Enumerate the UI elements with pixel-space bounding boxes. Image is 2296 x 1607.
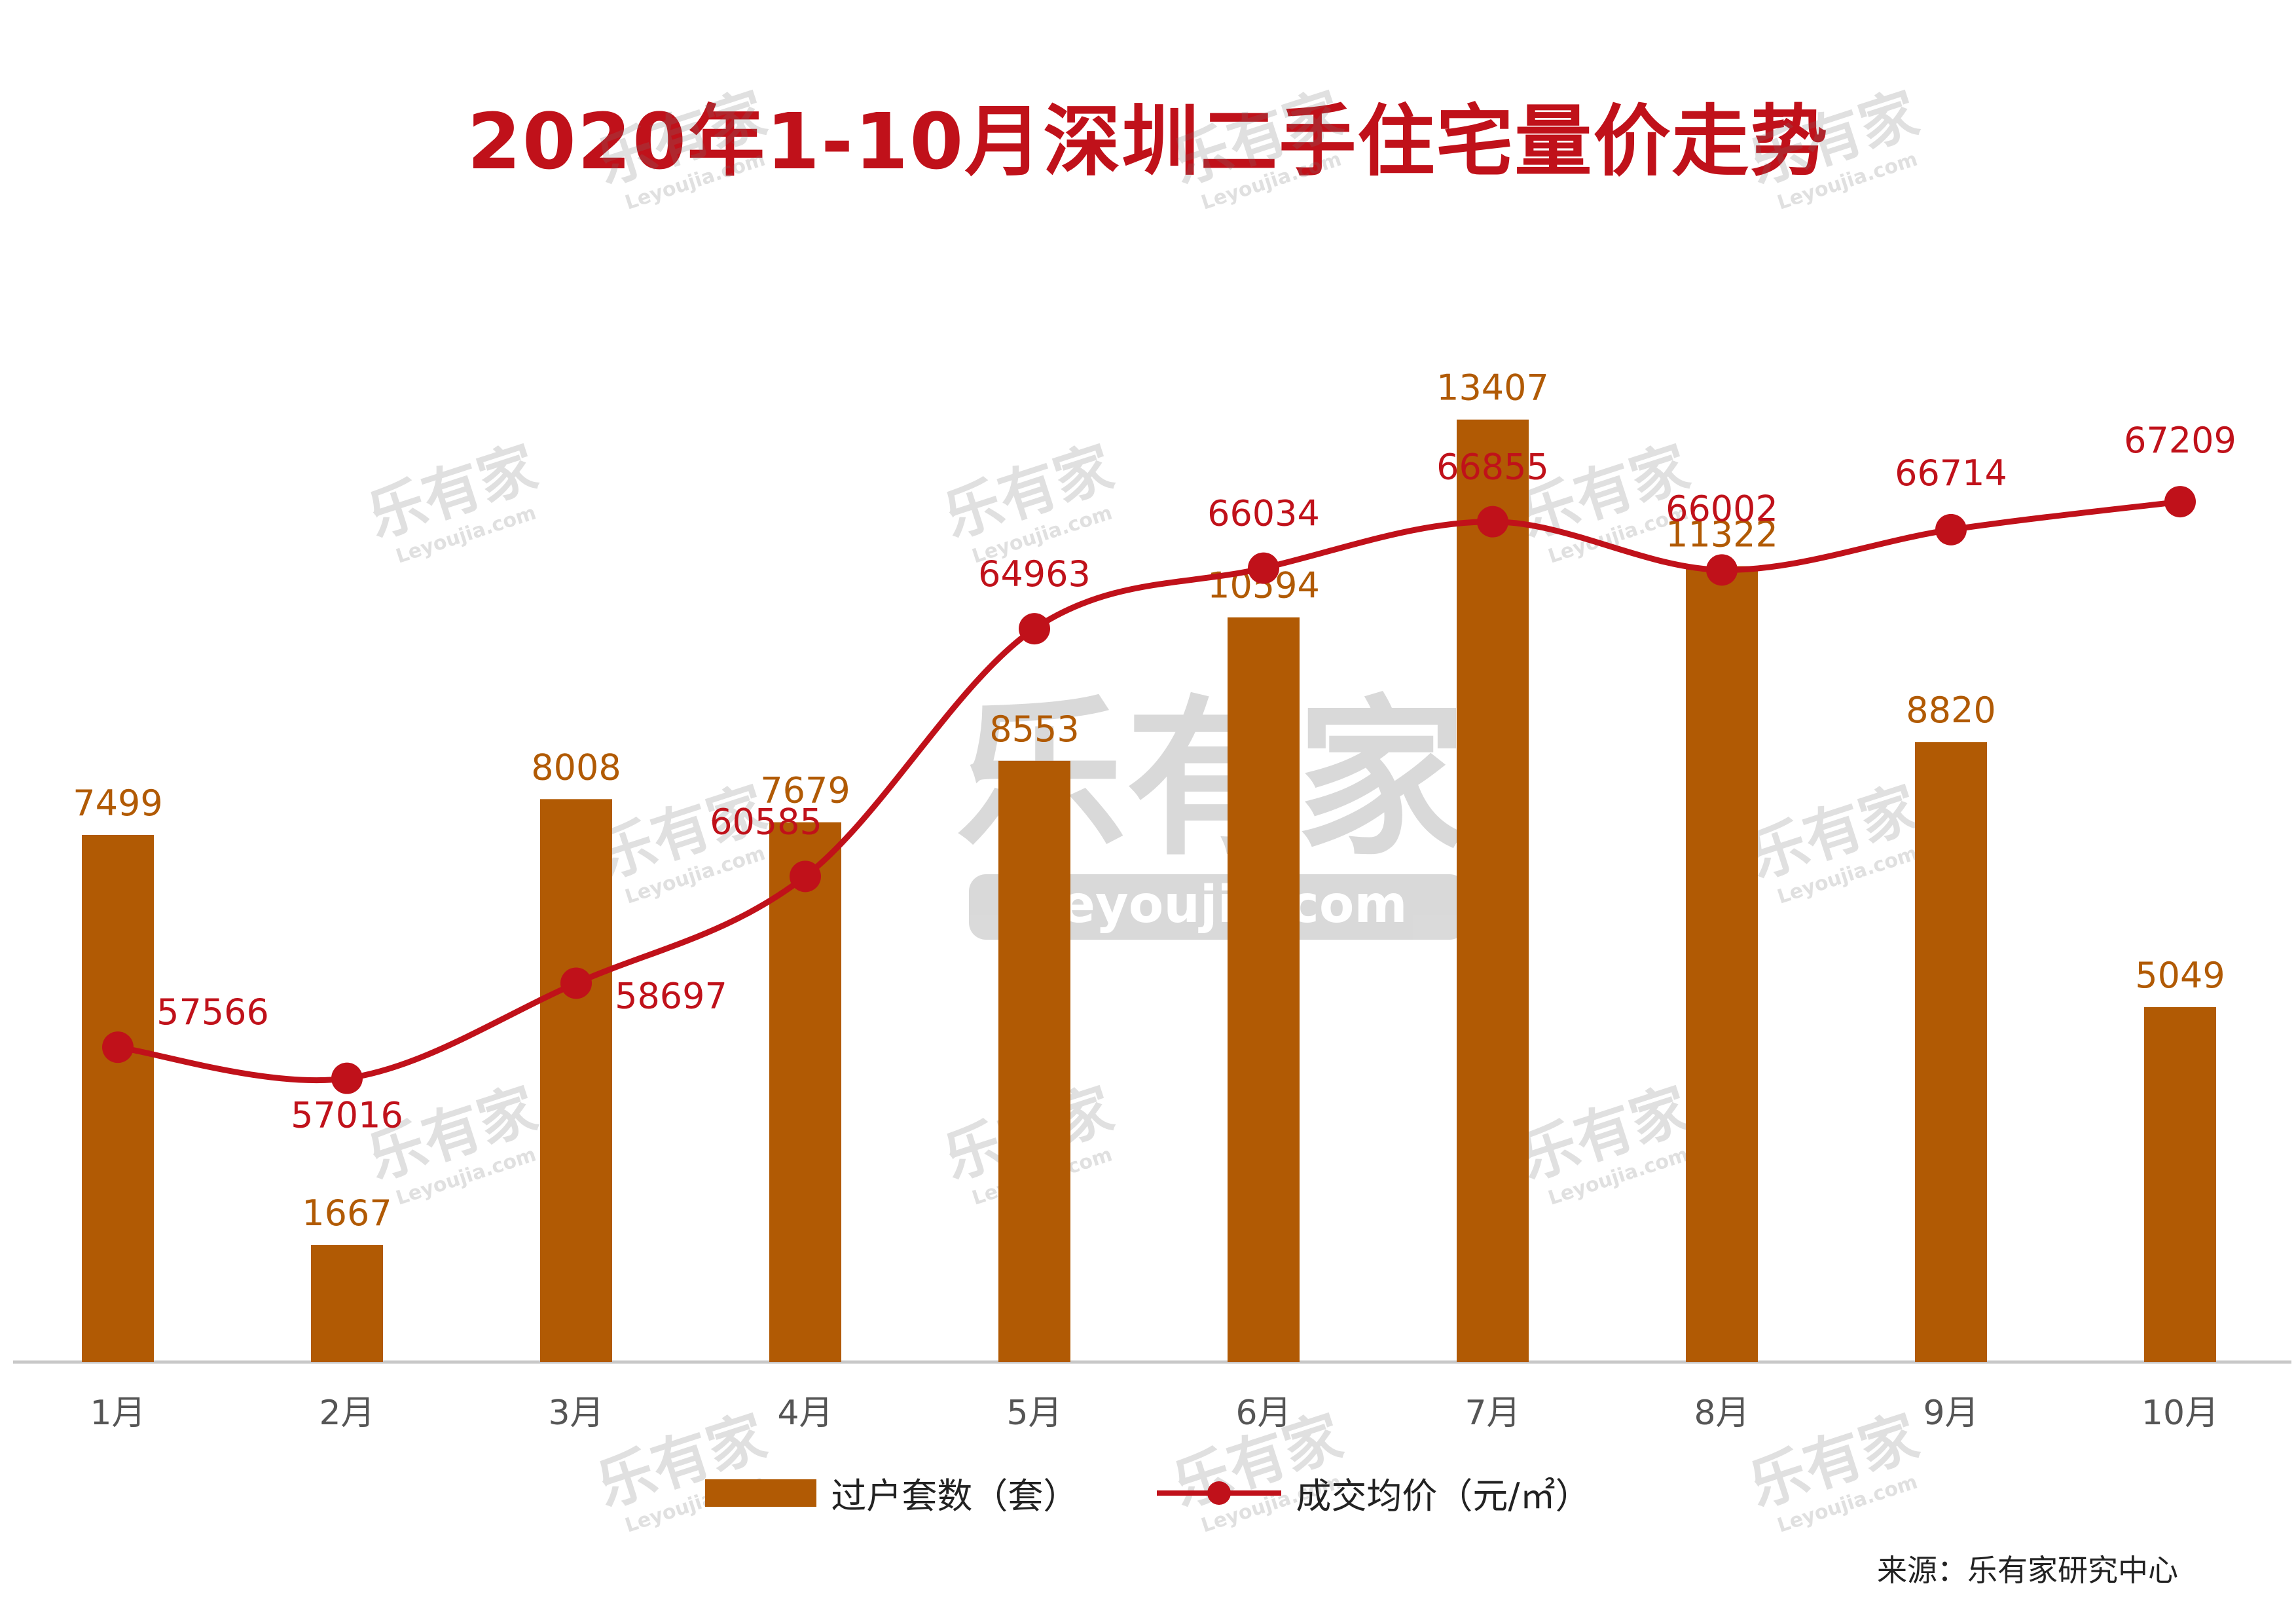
line-label: 66034 — [1207, 493, 1320, 534]
x-tick-label: 8月 — [1694, 1394, 1749, 1433]
x-tick-labels: 1月 2月 3月 4月 5月 6月 7月 8月 9月 10月 — [90, 1394, 2219, 1433]
bar-label: 11322 — [1666, 514, 1778, 555]
line-point — [1477, 506, 1508, 538]
legend-bar-swatch — [705, 1479, 817, 1507]
bar-label: 8008 — [531, 747, 621, 788]
legend-line-swatch — [1157, 1479, 1282, 1507]
bar-label: 5049 — [2135, 955, 2225, 996]
x-tick-label: 7月 — [1465, 1394, 1520, 1433]
chart-title: 2020年1-10月深圳二手住宅量价走势 — [467, 96, 1829, 187]
x-tick-label: 10月 — [2141, 1394, 2219, 1433]
line-label: 67209 — [2124, 420, 2236, 461]
line-label: 66855 — [1436, 447, 1549, 488]
bar — [1457, 419, 1529, 1362]
bar — [1915, 742, 1987, 1362]
watermark-center-site: Leyoujia.com — [1028, 876, 1407, 934]
line-point — [560, 967, 592, 999]
x-tick-label: 1月 — [90, 1394, 145, 1433]
legend-line-label: 成交均价（元/㎡） — [1296, 1475, 1591, 1517]
x-tick-label: 6月 — [1235, 1394, 1291, 1433]
x-tick-label: 9月 — [1923, 1394, 1978, 1433]
line-point — [790, 860, 821, 893]
bar-label: 13407 — [1436, 367, 1549, 409]
line-point — [1706, 554, 1738, 586]
bar-label: 8820 — [1906, 690, 1995, 731]
line-point — [102, 1031, 134, 1063]
line-label: 60585 — [710, 801, 822, 842]
line-point — [2164, 486, 2196, 518]
line-series — [102, 486, 2196, 1094]
bar — [540, 799, 612, 1362]
bar — [1228, 617, 1300, 1363]
bar-label: 7499 — [73, 783, 162, 824]
source-note: 来源：乐有家研究中心 — [1877, 1553, 2178, 1588]
legend-item-bar: 过户套数（套） — [705, 1467, 1078, 1519]
legend: 过户套数（套） 成交均价（元/㎡） — [0, 1467, 2296, 1519]
bar-label: 8553 — [989, 709, 1079, 750]
line-point — [1248, 552, 1279, 584]
legend-item-line: 成交均价（元/㎡） — [1157, 1467, 1591, 1519]
line-labels: 57566 57016 58697 60585 64963 66034 66855 66002… — [156, 420, 2236, 1136]
line-label: 57016 — [291, 1095, 403, 1136]
line-point — [331, 1062, 363, 1094]
x-tick-label: 2月 — [319, 1394, 374, 1433]
bar-series — [82, 419, 2216, 1363]
x-tick-label: 5月 — [1006, 1394, 1062, 1433]
bar — [82, 834, 154, 1362]
bar — [311, 1245, 383, 1362]
line-point — [1935, 513, 1967, 545]
price-line — [117, 498, 2181, 1084]
line-label: 64963 — [978, 553, 1091, 595]
line-label: 57566 — [156, 991, 269, 1033]
bar-label: 1667 — [302, 1192, 392, 1234]
watermark-center-plate — [969, 874, 1467, 940]
x-tick-label: 4月 — [777, 1394, 833, 1433]
bar — [1686, 566, 1758, 1362]
bar-labels: 7499166780087679855310594134071132288205… — [73, 367, 2225, 1234]
bar — [998, 760, 1070, 1362]
bar — [2144, 1007, 2216, 1362]
bar-label: 7679 — [760, 770, 850, 811]
x-tick-label: 3月 — [548, 1394, 604, 1433]
bar — [769, 822, 841, 1362]
line-label: 66714 — [1895, 453, 2007, 494]
line-label: 58697 — [615, 975, 727, 1016]
line-label: 66002 — [1666, 488, 1778, 529]
legend-bar-label: 过户套数（套） — [831, 1475, 1079, 1517]
line-point — [1019, 613, 1050, 645]
